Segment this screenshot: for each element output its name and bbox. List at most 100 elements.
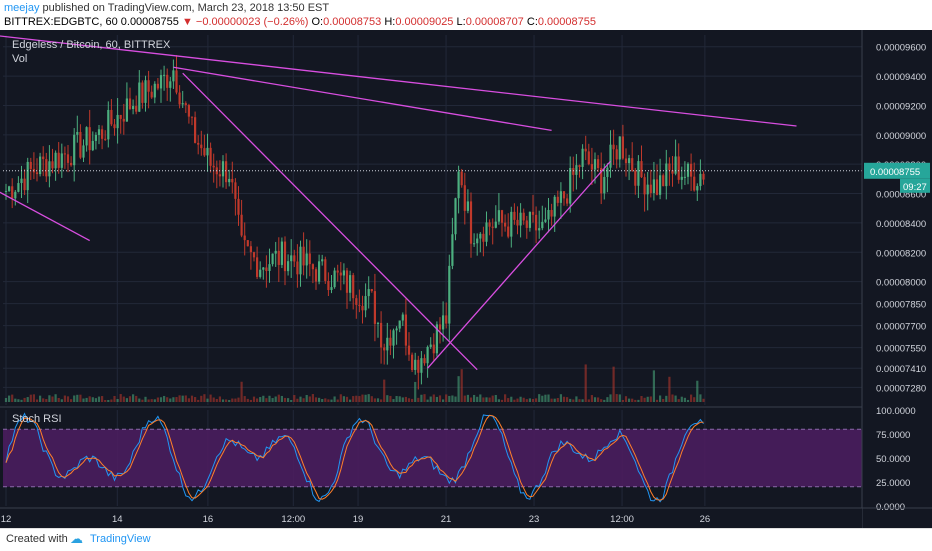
candle-body (48, 161, 51, 177)
volume-bar (519, 396, 522, 402)
candle-body (287, 261, 290, 272)
candle-body (531, 211, 535, 215)
candle-body (138, 82, 141, 112)
volume-bar (290, 399, 293, 402)
volume-bar (383, 379, 386, 402)
low-label: L: (456, 16, 466, 28)
candle-body (417, 359, 420, 373)
candle-body (20, 178, 23, 184)
candle-body (435, 324, 438, 354)
stoch-tick-label: 50.0000 (876, 454, 910, 465)
publish-line: meejay published on TradingView.com, Mar… (4, 2, 329, 14)
volume-bar (45, 399, 48, 402)
volume-bar (259, 397, 262, 402)
candle-body (485, 222, 488, 242)
tradingview-link[interactable]: TradingView (90, 533, 151, 545)
close-value: 0.00008755 (537, 16, 596, 28)
candle-body (550, 209, 553, 217)
candle-body (150, 91, 153, 98)
candle-body (125, 98, 128, 122)
price-axis[interactable]: 0.00009600 0.00009400 0.00009200 0.00009000… (861, 30, 932, 528)
candle-body (584, 148, 587, 152)
candle-body (609, 144, 612, 168)
candle-body (665, 163, 668, 187)
candle-body (590, 164, 593, 170)
candle-body (696, 186, 699, 191)
candle-body (26, 161, 29, 191)
candle-body (82, 145, 85, 158)
candle-body (305, 253, 308, 266)
candle-body (57, 152, 60, 168)
price-tick-label: 0.00007850 (876, 300, 926, 311)
candle-body (376, 322, 380, 324)
volume-bar (504, 394, 507, 402)
candle-body (401, 314, 404, 321)
volume-bar (314, 397, 318, 402)
volume-bar (122, 396, 125, 402)
candle-body (212, 165, 215, 168)
candle-body (383, 347, 386, 351)
candle-body (104, 138, 107, 140)
candle-body (252, 252, 256, 258)
volume-bar (302, 398, 305, 402)
countdown-label: 09:27 (903, 182, 927, 193)
volume-bar (683, 397, 686, 402)
volume-bar (101, 396, 104, 402)
candle-body (572, 168, 575, 175)
volume-bar (256, 398, 259, 402)
volume-bar (556, 398, 559, 402)
volume-bar (457, 376, 460, 402)
volume-bar (398, 396, 401, 402)
candle-body (352, 275, 355, 299)
volume-bar (228, 399, 231, 402)
candle-body (662, 175, 665, 187)
price-tick-label: 0.00009000 (876, 131, 926, 142)
candle-body (60, 153, 63, 168)
price-tick-label: 0.00008200 (876, 248, 926, 259)
volume-bar (566, 397, 569, 402)
countdown-badge (900, 178, 930, 193)
volume-bar (460, 369, 463, 402)
volume-bar (128, 396, 132, 402)
volume-bar (628, 398, 631, 402)
volume-bar (104, 399, 107, 402)
candle-body (274, 250, 277, 254)
volume-bar (324, 398, 327, 402)
candle-body (280, 241, 283, 265)
volume-bar (54, 394, 57, 402)
volume-bar (386, 395, 389, 402)
volume-bar (513, 399, 516, 402)
candle-body (690, 163, 693, 177)
volume-bar (451, 395, 454, 402)
chart-canvas[interactable]: 0.00009600 0.00009400 0.00009200 0.00009000… (0, 30, 932, 528)
candle-body (110, 109, 113, 125)
candle-body (187, 105, 190, 117)
candle-body (271, 253, 274, 265)
candle-body (277, 250, 280, 265)
volume-bar (287, 398, 290, 402)
candle-body (163, 74, 166, 76)
candle-body (500, 210, 504, 223)
candle-body (197, 142, 200, 145)
volume-bar (352, 396, 355, 402)
candle-body (370, 289, 373, 292)
volume-bar (624, 396, 628, 402)
candle-body (457, 171, 460, 199)
volume-bar (559, 394, 562, 402)
volume-bar (553, 398, 556, 402)
volume-bar (14, 398, 17, 402)
volume-bar (48, 395, 51, 402)
volume-bar (693, 397, 696, 402)
time-axis[interactable]: 12 14 16 12:00 19 21 23 12:00 26 (0, 507, 932, 528)
volume-bar (169, 398, 172, 402)
volume-bar (677, 399, 680, 402)
volume-bar (20, 399, 23, 402)
volume-bar (531, 398, 535, 402)
volume-bar (35, 399, 39, 402)
volume-bar (29, 394, 32, 402)
time-tick-label: 16 (203, 514, 214, 525)
candle-body (113, 124, 116, 129)
footer: Created with ☁ TradingView (0, 528, 932, 551)
candle-body (70, 162, 73, 166)
author-link[interactable]: meejay (4, 2, 40, 14)
